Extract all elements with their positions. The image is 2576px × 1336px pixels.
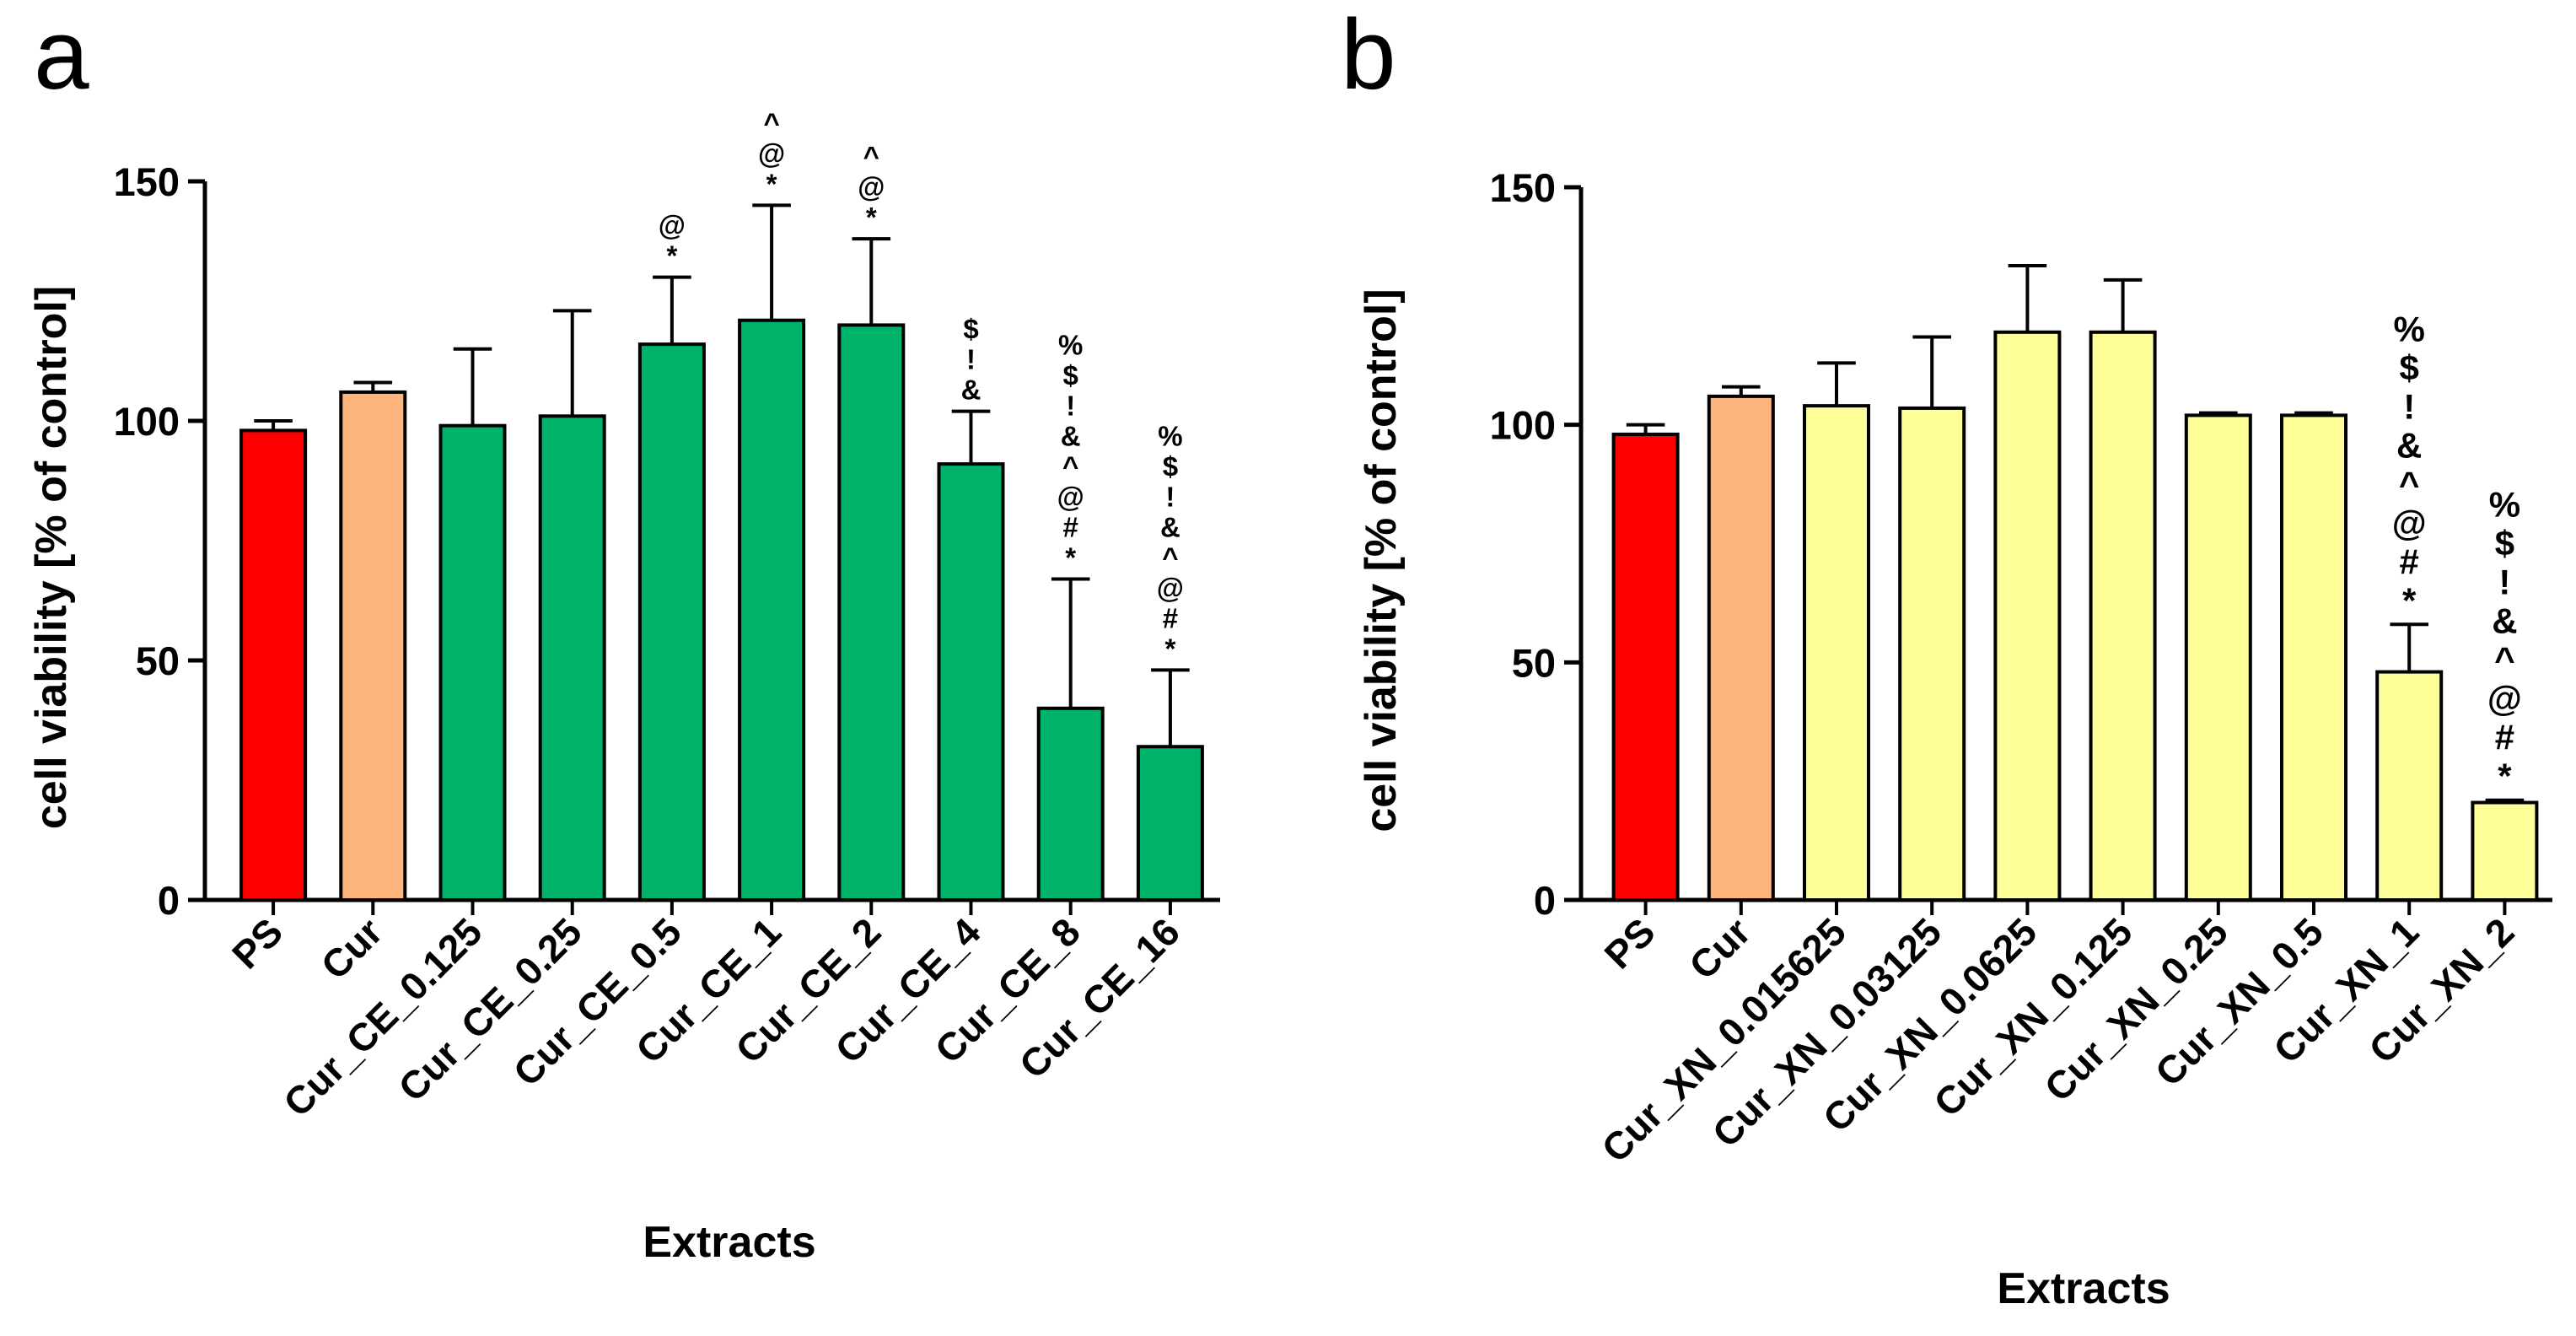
significance-mark: ^ bbox=[863, 141, 879, 172]
bar-Cur_XN_0.5 bbox=[2280, 413, 2347, 902]
bar-Cur_XN_0.03125 bbox=[1898, 406, 1966, 902]
significance-mark: % bbox=[2394, 309, 2425, 348]
bar-Cur_CE_0.25 bbox=[538, 414, 606, 902]
significance-mark: ^ bbox=[2399, 464, 2420, 504]
significance-mark: ^ bbox=[763, 107, 779, 138]
y-axis-title: cell viability [% of control] bbox=[27, 286, 76, 829]
significance-mark: $ bbox=[963, 314, 978, 345]
significance-mark: @ bbox=[1157, 572, 1184, 603]
x-axis-title: Extracts bbox=[1997, 1264, 2170, 1313]
bar-Cur_XN_2 bbox=[2471, 800, 2539, 902]
significance-mark: ! bbox=[2498, 563, 2510, 602]
y-tick-label: 100 bbox=[114, 399, 180, 444]
bar-Cur_XN_1 bbox=[2375, 670, 2444, 902]
significance-mark: ! bbox=[2403, 386, 2415, 426]
bar-Cur bbox=[339, 390, 407, 902]
bar-Cur_CE_8 bbox=[1036, 706, 1105, 902]
significance-mark: @ bbox=[2487, 679, 2522, 719]
bar-Cur_XN_0.015625 bbox=[1803, 404, 1870, 902]
bar-Cur_CE_4 bbox=[937, 462, 1005, 902]
bar-PS bbox=[239, 428, 308, 902]
significance-mark: ! bbox=[1066, 390, 1075, 421]
significance-mark: @ bbox=[758, 137, 785, 169]
y-tick-label: 50 bbox=[136, 638, 180, 683]
significance-mark: ^ bbox=[1062, 450, 1078, 482]
significance-mark: $ bbox=[2495, 524, 2514, 563]
significance-mark: ! bbox=[966, 344, 976, 375]
significance-mark: # bbox=[1063, 511, 1078, 542]
significance-mark: * bbox=[2402, 580, 2417, 620]
significance-mark: ^ bbox=[2494, 640, 2515, 680]
significance-mark: $ bbox=[2400, 347, 2419, 387]
significance-mark: $ bbox=[1063, 359, 1078, 391]
significance-mark: $ bbox=[1163, 450, 1178, 482]
significance-mark: & bbox=[961, 374, 981, 406]
significance-mark: % bbox=[1058, 329, 1083, 360]
y-tick-label: 150 bbox=[114, 159, 180, 204]
significance-mark: % bbox=[2489, 485, 2520, 525]
bar-Cur_CE_16 bbox=[1136, 745, 1204, 902]
significance-mark: * bbox=[666, 240, 677, 272]
significance-mark: & bbox=[1061, 420, 1081, 451]
bar-Cur bbox=[1707, 394, 1775, 902]
y-tick-label: 0 bbox=[158, 878, 180, 923]
significance-mark: * bbox=[1065, 541, 1076, 573]
bar-Cur_CE_1 bbox=[738, 318, 806, 902]
bar-Cur_XN_0.125 bbox=[2089, 330, 2157, 902]
significance-mark: % bbox=[1158, 420, 1182, 451]
significance-mark: # bbox=[2495, 718, 2514, 757]
significance-mark: * bbox=[766, 168, 777, 199]
bar-Cur_CE_0.5 bbox=[637, 342, 706, 902]
bar-Cur_XN_0.25 bbox=[2184, 413, 2252, 902]
significance-mark: ! bbox=[1165, 481, 1175, 512]
significance-mark: @ bbox=[2392, 503, 2427, 542]
significance-mark: * bbox=[2498, 757, 2512, 796]
significance-mark: & bbox=[2492, 601, 2517, 641]
x-axis-title: Extracts bbox=[643, 1218, 815, 1267]
significance-mark: & bbox=[1160, 511, 1180, 542]
significance-mark: * bbox=[1164, 633, 1175, 664]
significance-mark: * bbox=[866, 202, 877, 233]
bar-Cur_XN_0.0625 bbox=[1993, 330, 2062, 902]
y-tick-label: 150 bbox=[1490, 165, 1556, 210]
bar-Cur_CE_0.125 bbox=[438, 423, 507, 902]
significance-mark: # bbox=[2400, 541, 2419, 581]
significance-mark: @ bbox=[659, 210, 686, 241]
significance-mark: @ bbox=[858, 171, 885, 202]
significance-mark: # bbox=[1163, 602, 1178, 633]
significance-mark: & bbox=[2396, 425, 2422, 465]
y-tick-label: 100 bbox=[1490, 403, 1556, 448]
significance-mark: ^ bbox=[1162, 541, 1178, 573]
y-tick-label: 50 bbox=[1512, 640, 1556, 685]
y-tick-label: 0 bbox=[1534, 878, 1556, 923]
panel-label-a: a bbox=[34, 0, 89, 110]
panel-label-b: b bbox=[1341, 0, 1396, 110]
significance-mark: @ bbox=[1057, 481, 1084, 512]
y-axis-title: cell viability [% of control] bbox=[1357, 288, 1406, 832]
bar-PS bbox=[1611, 432, 1680, 902]
bar-Cur_CE_2 bbox=[837, 323, 906, 902]
